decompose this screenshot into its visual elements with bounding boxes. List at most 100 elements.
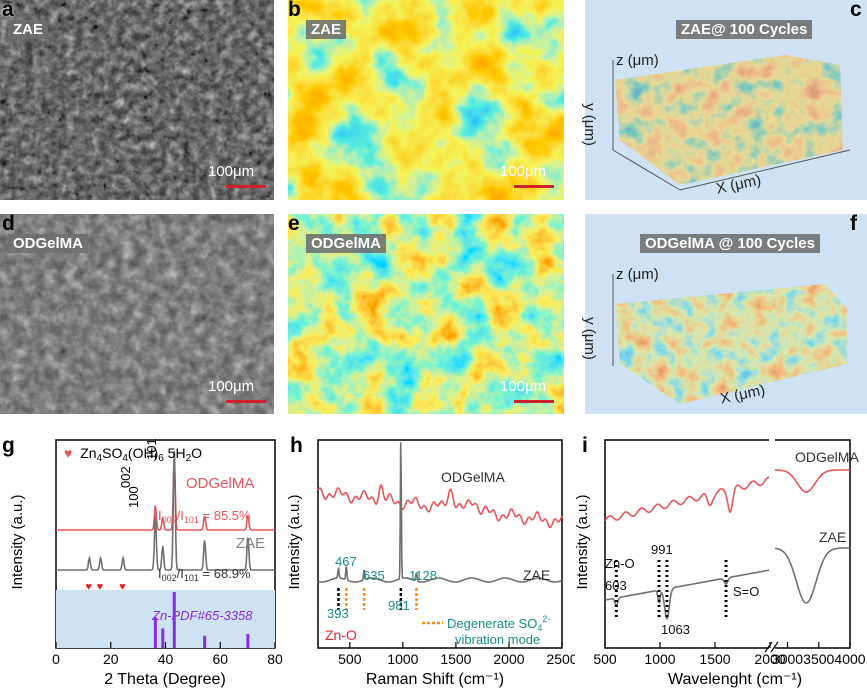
x-tick-label-i: 1000 <box>644 651 675 667</box>
ftir-peak-markers <box>614 560 728 620</box>
x-tick-label-g: 0 <box>52 651 60 667</box>
xrd-line-odgelma <box>56 460 275 531</box>
peak-label-603: 603 <box>605 578 627 593</box>
raman-ticks: 500 1000 1500 2000 2500 <box>338 642 575 667</box>
scale-label-b: 100μm <box>500 163 547 180</box>
scale-bar-a <box>226 185 266 188</box>
x-axis-label-g: 2 Theta (Degree) <box>104 671 226 688</box>
peak-label-s-o: S=O <box>733 584 759 599</box>
y-axis-label-h: Intensity (a.u.) <box>286 494 303 589</box>
series-label-odgelma-h: ODGelMA <box>441 469 505 485</box>
panel-label-i: i <box>582 434 588 457</box>
zn4so4-peak-marker: ♥ <box>85 581 92 593</box>
ratio-zae: I002/I101 = 68.9% <box>158 566 251 583</box>
ftir-line-odgelma <box>604 469 850 522</box>
mode-legend-text-2: vibration mode <box>455 632 540 647</box>
peak-label-101: 101 <box>144 438 159 460</box>
x-tick-label-i: 2000 <box>754 651 785 667</box>
peak-label-393: 393 <box>327 606 349 621</box>
zn4so4-peak-marker: ♥ <box>97 581 104 593</box>
axis-z-label-c: z (μm) <box>616 52 659 69</box>
panel-label-b: b <box>288 0 301 21</box>
x-tick-label-i: 3500 <box>803 651 834 667</box>
panel-label-g: g <box>2 434 15 457</box>
axis-y-label-c: y (μm) <box>580 103 598 146</box>
raman-line-odgelma <box>317 484 563 529</box>
xrd-chart: ♥ ♥ ♥ 0 20 40 60 80 ♥ Zn4SO4(OH)6 5H2O ODGelMA… <box>9 438 283 688</box>
xrd-ticks: 0 20 40 60 80 <box>52 642 283 667</box>
x-tick-label-i: 1500 <box>699 651 730 667</box>
peak-label-zno: Zn-O <box>605 556 635 571</box>
tag-zae-a: ZAE <box>8 20 48 39</box>
ftir-line-zae <box>604 547 850 621</box>
x-tick-label-h: 1500 <box>440 651 471 667</box>
tag-zae-b: ZAE <box>306 20 346 39</box>
panel-label-c: c <box>850 0 862 21</box>
tag-odgelma-cycles: ODGelMA @ 100 Cycles <box>640 234 820 253</box>
scale-bar-b <box>514 185 554 188</box>
x-axis-label-i: Wavelenght (cm⁻¹) <box>668 671 802 688</box>
tag-odgelma-e: ODGelMA <box>306 234 387 253</box>
raman-peak-markers <box>337 588 418 610</box>
axis-break-mark-2 <box>770 641 779 653</box>
plot-frame-i <box>604 439 851 649</box>
tag-odgelma-d: ODGelMA <box>8 234 89 253</box>
peak-label-002: 002 <box>118 466 133 488</box>
raman-line-zae <box>317 442 563 583</box>
x-tick-label-h: 2500 <box>546 651 575 667</box>
pdf-reference-band <box>56 590 275 648</box>
peak-label-991: 991 <box>651 542 673 557</box>
panel-label-e: e <box>288 212 300 235</box>
series-label-odgelma-i: ODGelMA <box>795 449 859 465</box>
peak-label-1128: 1128 <box>409 568 437 583</box>
legend-zn4so4: ♥ Zn4SO4(OH)6 5H2O <box>64 445 202 464</box>
plot-frame-h <box>317 439 563 649</box>
x-tick-label-h: 1000 <box>387 651 418 667</box>
scale-label-d: 100μm <box>208 378 255 395</box>
panel-label-f: f <box>850 212 857 235</box>
x-axis-label-h: Raman Shift (cm⁻¹) <box>366 671 504 688</box>
x-tick-label-g: 60 <box>212 651 228 667</box>
axis-y-label-f: y (μm) <box>580 317 598 360</box>
peak-label-1063: 1063 <box>661 622 690 637</box>
x-tick-label-h: 500 <box>338 651 362 667</box>
x-tick-label-h: 2000 <box>493 651 524 667</box>
scale-bar-e <box>514 400 554 403</box>
surface-3d-odgelma <box>612 274 847 404</box>
axis-break-gap <box>769 438 775 652</box>
y-axis-label-g: Intensity (a.u.) <box>9 494 26 589</box>
series-label-zae-i: ZAE <box>819 529 846 545</box>
y-axis-label-i: Intensity (a.u.) <box>575 494 591 589</box>
x-tick-label-g: 20 <box>103 651 119 667</box>
mode-legend-text: Degenerate SO42- <box>447 614 550 633</box>
tag-zae-cycles: ZAE@ 100 Cycles <box>676 20 813 39</box>
panel-label-h: h <box>290 434 303 457</box>
x-tick-label-i: 4000 <box>834 651 865 667</box>
series-label-zae-h: ZAE <box>523 567 550 583</box>
scale-label-a: 100μm <box>208 163 255 180</box>
axis-break-mark-1 <box>764 641 773 653</box>
scale-bar-d <box>226 400 266 403</box>
peak-label-981: 981 <box>388 598 410 613</box>
series-label-zae-g: ZAE <box>236 535 265 552</box>
axis-z-label-f: z (μm) <box>616 266 659 283</box>
x-tick-label-i: 3000 <box>772 651 803 667</box>
x-tick-label-i: 500 <box>593 651 617 667</box>
peak-label-467: 467 <box>335 554 357 569</box>
x-tick-label-g: 40 <box>158 651 174 667</box>
xrd-line-zae <box>56 451 275 571</box>
scale-label-e: 100μm <box>500 378 547 395</box>
raman-chart: 500 1000 1500 2000 2500 ODGelMA ZAE 467 635 … <box>286 439 575 688</box>
ratio-odgelma: I002/I101 = 85.5% <box>158 508 251 525</box>
peak-label-635: 635 <box>363 568 385 583</box>
series-label-odgelma-g: ODGelMA <box>186 475 254 492</box>
surface-3d-zae <box>612 55 851 191</box>
xrd-series-group: ♥ ♥ ♥ <box>56 451 275 648</box>
zno-label-h: Zn-O <box>325 627 357 643</box>
panel-label-a: a <box>2 0 14 21</box>
zn4so4-peak-marker: ♥ <box>119 581 126 593</box>
peak-label-100: 100 <box>126 486 141 508</box>
series-label-pdf: Zn-PDF#65-3358 <box>151 608 253 623</box>
